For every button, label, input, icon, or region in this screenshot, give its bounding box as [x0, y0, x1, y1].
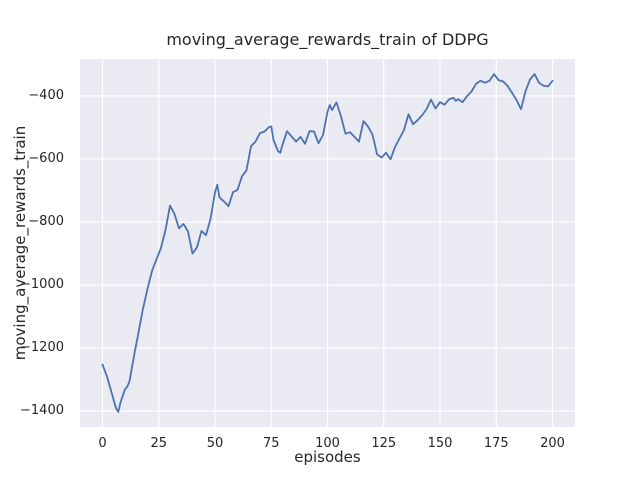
x-tick-label: 0	[98, 436, 107, 451]
series-line	[101, 73, 554, 413]
y-tick-label: −800	[28, 214, 64, 230]
x-axis-label: episodes	[294, 448, 361, 466]
y-tick-label: −1400	[20, 403, 64, 419]
y-tick-label: −400	[28, 87, 64, 103]
y-tick-label: −600	[28, 150, 64, 166]
chart-title: moving_average_rewards_train of DDPG	[166, 30, 489, 49]
x-tick-label: 75	[262, 436, 280, 451]
x-tick-label: 175	[483, 436, 509, 451]
grid-lines	[80, 59, 575, 427]
x-tick-label: 125	[371, 436, 397, 451]
x-tick-label: 200	[540, 436, 565, 451]
y-tick-label: −1000	[20, 277, 64, 293]
y-tick-label: −1200	[20, 340, 64, 356]
x-tick-label: 100	[315, 436, 340, 451]
x-tick-label: 50	[206, 436, 224, 451]
x-tick-label: 25	[150, 436, 168, 451]
x-tick-label: 150	[427, 436, 453, 451]
